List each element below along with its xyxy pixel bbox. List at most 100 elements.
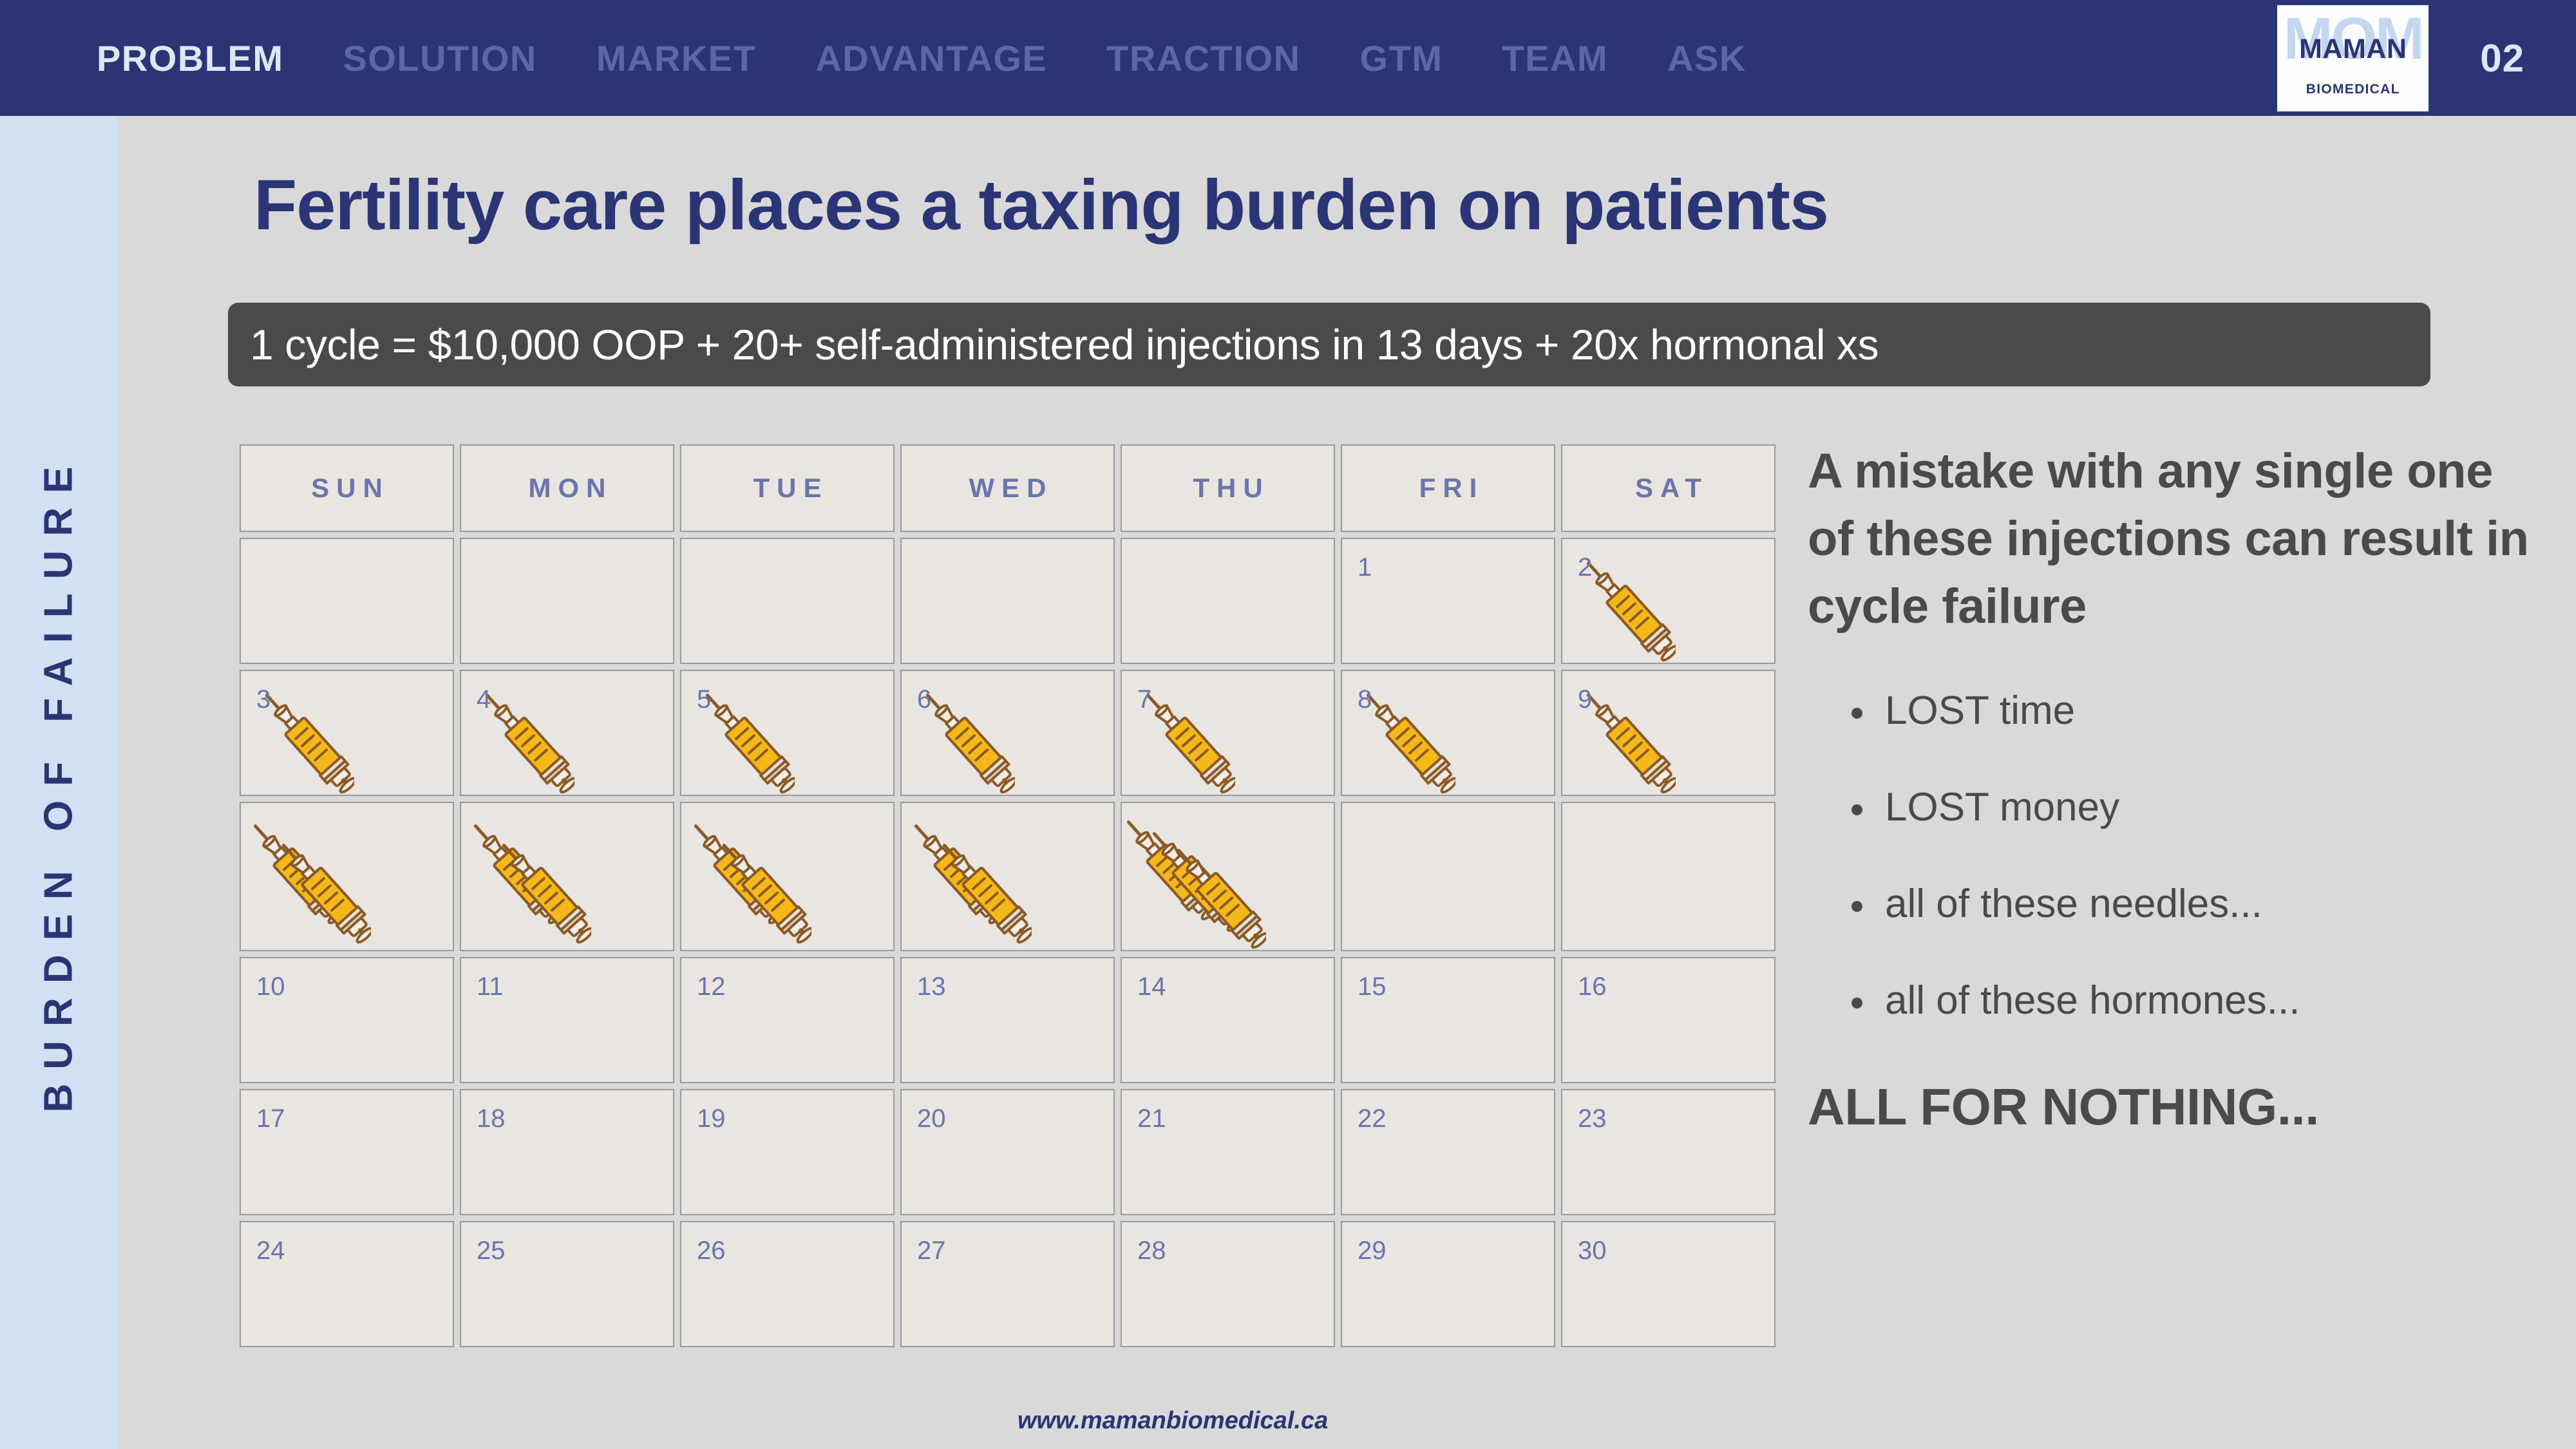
calendar-day-header-label: TUE	[753, 473, 829, 503]
calendar-day-cell[interactable]: 9	[1561, 670, 1776, 796]
calendar-day-header-label: MON	[528, 473, 613, 503]
calendar-day-cell[interactable]	[240, 538, 454, 664]
calendar-day-number: 21	[1137, 1104, 1166, 1133]
calendar-day-cell[interactable]: 16	[1561, 957, 1776, 1083]
calendar-day-number: 16	[1578, 972, 1607, 1001]
calendar-day-header-mon: MON	[460, 444, 674, 532]
calendar-day-cell[interactable]: 1	[1341, 538, 1555, 664]
calendar-day-cell[interactable]	[680, 802, 895, 951]
calendar-day-cell[interactable]	[900, 538, 1115, 664]
calendar-day-cell[interactable]	[240, 802, 454, 951]
calendar-day-cell[interactable]	[1561, 802, 1776, 951]
calendar-day-cell[interactable]: 7	[1121, 670, 1335, 796]
calendar-day-number: 27	[917, 1236, 946, 1265]
calendar-day-cell[interactable]: 13	[900, 957, 1115, 1083]
logo-watermark-text: MOM	[2283, 5, 2425, 71]
nav-item-team[interactable]: TEAM	[1502, 37, 1609, 79]
calendar-day-cell[interactable]: 2	[1561, 538, 1776, 664]
calendar-day-cell[interactable]	[460, 802, 674, 951]
injection-group	[1562, 671, 1774, 795]
calendar-day-cell[interactable]: 4	[460, 670, 674, 796]
nav-item-solution[interactable]: SOLUTION	[343, 37, 537, 79]
calendar-day-cell[interactable]: 17	[240, 1089, 454, 1215]
calendar-day-number: 7	[1137, 685, 1152, 714]
calendar-day-number: 15	[1358, 972, 1387, 1001]
calendar-day-cell[interactable]	[1121, 538, 1335, 664]
calendar-day-header-label: FRI	[1419, 473, 1484, 503]
calendar-day-cell[interactable]: 28	[1121, 1221, 1335, 1347]
calendar-day-cell[interactable]: 19	[680, 1089, 895, 1215]
injection-group	[681, 803, 893, 950]
calendar-day-cell[interactable]	[680, 538, 895, 664]
calendar-day-header-thu: THU	[1121, 444, 1335, 532]
stat-banner-text: 1 cycle = $10,000 OOP + 20+ self-adminis…	[250, 321, 1879, 368]
calendar-day-number: 3	[256, 685, 271, 714]
consequence-bullet-item: LOST time	[1848, 690, 2548, 731]
calendar-day-cell[interactable]	[1121, 802, 1335, 951]
syringe-icon	[276, 825, 371, 954]
calendar-day-cell[interactable]: 6	[900, 670, 1115, 796]
calendar-day-cell[interactable]: 26	[680, 1221, 895, 1347]
calendar-day-number: 18	[477, 1104, 506, 1133]
calendar-day-cell[interactable]: 3	[240, 670, 454, 796]
calendar-day-cell[interactable]: 20	[900, 1089, 1115, 1215]
calendar-day-cell[interactable]: 27	[900, 1221, 1115, 1347]
calendar-day-number: 26	[697, 1236, 726, 1265]
calendar-day-cell[interactable]	[900, 802, 1115, 951]
calendar-day-header-label: SAT	[1635, 473, 1709, 503]
calendar-day-number: 6	[917, 685, 932, 714]
syringe-icon	[479, 675, 574, 804]
calendar-day-cell[interactable]: 25	[460, 1221, 674, 1347]
calendar-day-cell[interactable]: 21	[1121, 1089, 1335, 1215]
sidebar-section-label: BURDEN OF FAILURE	[36, 452, 81, 1113]
nav-item-list: PROBLEM SOLUTION MARKET ADVANTAGE TRACTION GT…	[97, 37, 1747, 79]
calendar-day-number: 23	[1578, 1104, 1607, 1133]
calendar-day-cell[interactable]: 12	[680, 957, 895, 1083]
consequence-bullet-list: LOST time LOST money all of these needles.…	[1848, 690, 2548, 1021]
syringe-icon	[1580, 675, 1676, 804]
calendar-day-header-label: THU	[1193, 473, 1270, 503]
calendar-day-number: 8	[1358, 685, 1372, 714]
calendar-day-cell[interactable]: 15	[1341, 957, 1555, 1083]
consequence-bullet-item: all of these needles...	[1848, 884, 2548, 924]
syringe-icon	[1580, 543, 1676, 672]
footer-website-url[interactable]: www.mamanbiomedical.ca	[1018, 1407, 1329, 1434]
calendar-day-number: 4	[477, 685, 491, 714]
calendar-day-cell[interactable]: 5	[680, 670, 895, 796]
calendar-day-cell[interactable]: 29	[1341, 1221, 1555, 1347]
calendar-day-cell[interactable]: 22	[1341, 1089, 1555, 1215]
injection-group	[902, 671, 1113, 795]
slide-content: Fertility care places a taxing burden on…	[117, 116, 2576, 1449]
calendar-day-number: 5	[697, 685, 712, 714]
calendar-day-cell[interactable]: 30	[1561, 1221, 1776, 1347]
calendar-day-cell[interactable]: 11	[460, 957, 674, 1083]
calendar-day-cell[interactable]: 18	[460, 1089, 674, 1215]
calendar-day-cell[interactable]	[1341, 802, 1555, 951]
syringe-icon	[716, 825, 811, 954]
syringe-icon	[699, 675, 795, 804]
calendar-day-cell[interactable]: 14	[1121, 957, 1335, 1083]
injection-group	[461, 803, 673, 950]
calendar-day-cell[interactable]: 23	[1561, 1089, 1776, 1215]
calendar-day-cell[interactable]: 10	[240, 957, 454, 1083]
nav-item-problem[interactable]: PROBLEM	[97, 37, 284, 79]
calendar-day-cell[interactable]	[460, 538, 674, 664]
nav-item-ask[interactable]: ASK	[1667, 37, 1747, 79]
consequence-bullet-item: all of these hormones...	[1848, 980, 2548, 1021]
nav-item-advantage[interactable]: ADVANTAGE	[815, 37, 1048, 79]
calendar-day-number: 30	[1578, 1236, 1607, 1265]
calendar-day-cell[interactable]: 24	[240, 1221, 454, 1347]
nav-item-gtm[interactable]: GTM	[1359, 37, 1443, 79]
calendar-day-header-label: WED	[969, 473, 1054, 503]
calendar-day-cell[interactable]: 8	[1341, 670, 1555, 796]
calendar-day-number: 10	[256, 972, 285, 1001]
calendar-day-number: 14	[1137, 972, 1166, 1001]
calendar-day-number: 28	[1137, 1236, 1166, 1265]
closing-statement: ALL FOR NOTHING...	[1808, 1077, 2319, 1135]
nav-item-market[interactable]: MARKET	[596, 37, 757, 79]
syringe-icon	[1171, 830, 1266, 959]
injection-group	[681, 671, 893, 795]
company-logo[interactable]: MOM MAMAN BIOMEDICAL	[2277, 5, 2429, 111]
nav-item-traction[interactable]: TRACTION	[1106, 37, 1301, 79]
